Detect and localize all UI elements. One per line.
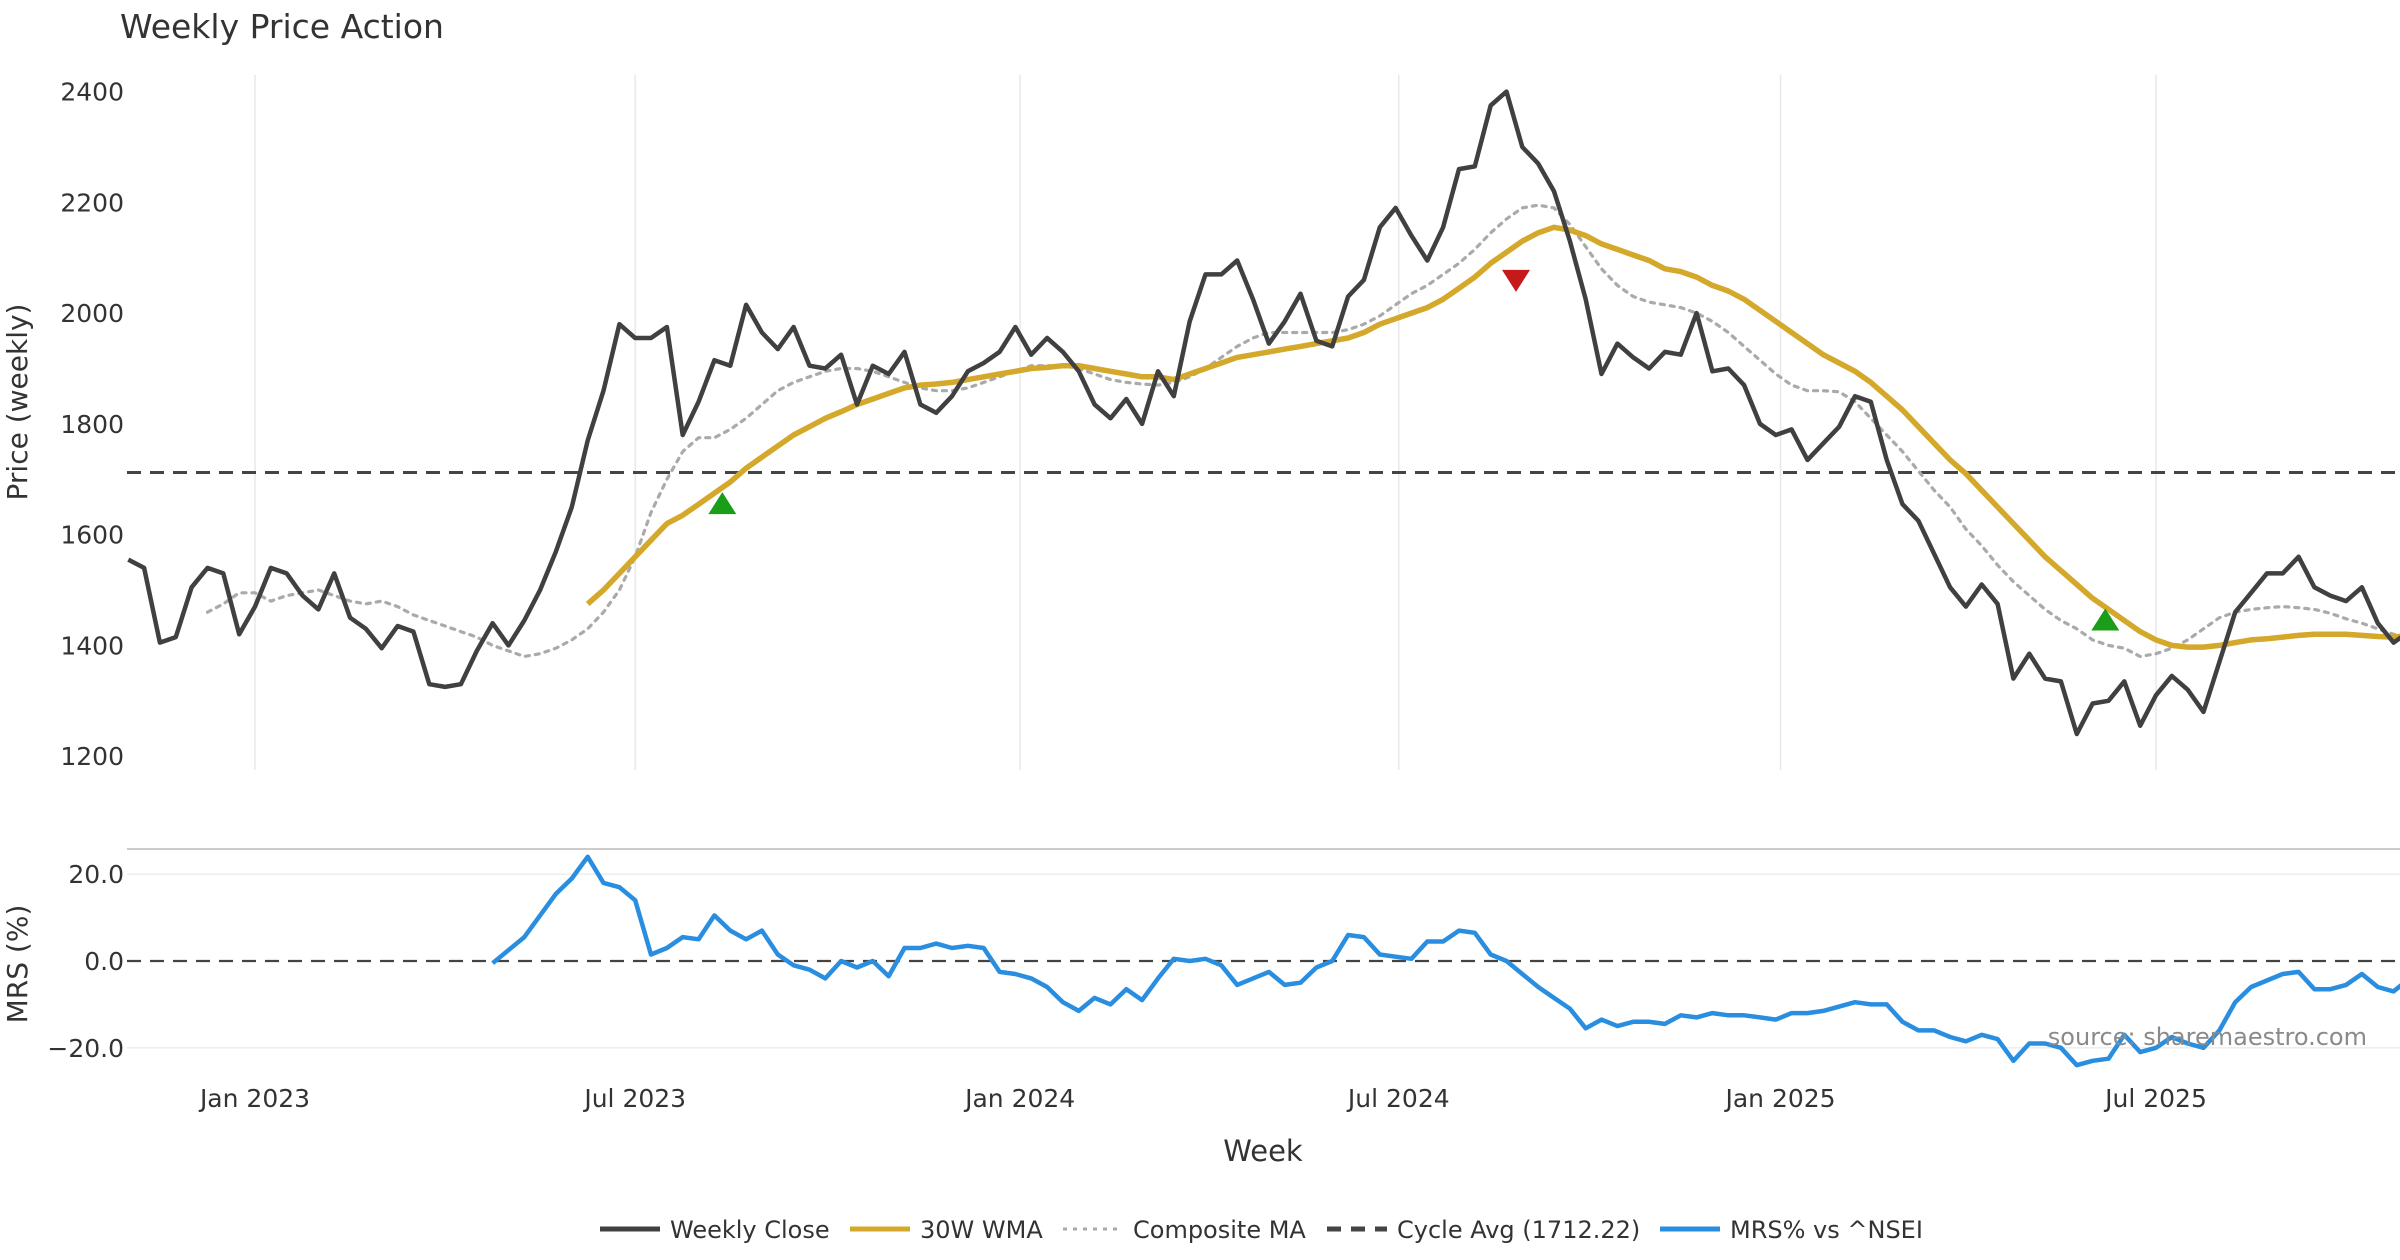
buy-signal-marker [708, 492, 737, 515]
legend-label: Composite MA [1133, 1216, 1306, 1244]
legend-label: Weekly Close [670, 1216, 830, 1244]
x-tick-label: Jan 2025 [1723, 1084, 1835, 1113]
source-annotation: source: sharemaestro.com [2048, 1023, 2367, 1051]
price-y-tick-label: 2400 [60, 78, 124, 107]
chart-title: Weekly Price Action [120, 7, 444, 46]
price-y-tick-label: 1600 [60, 521, 124, 550]
mrs-y-axis-label: MRS (%) [1, 905, 34, 1024]
price-y-tick-label: 2200 [60, 188, 124, 217]
x-tick-label: Jan 2024 [963, 1084, 1075, 1113]
legend: Weekly Close 30W WMA Composite MA Cycle Avg… [600, 1216, 1923, 1244]
price-y-tick-label: 2000 [60, 299, 124, 328]
legend-label: Cycle Avg (1712.22) [1397, 1216, 1640, 1244]
sell-signal-marker [1501, 269, 1530, 292]
legend-label: MRS% vs ^NSEI [1730, 1216, 1923, 1244]
wma-30w-line [585, 224, 2400, 650]
price-y-tick-label: 1800 [60, 410, 124, 439]
x-tick-label: Jul 2023 [582, 1084, 686, 1113]
price-y-axis-label: Price (weekly) [1, 304, 34, 501]
mrs-panel: 20.0 0.0 −20.0 [47, 848, 2400, 1068]
mrs-y-tick-label: 20.0 [68, 860, 124, 889]
buy-signal-marker [2091, 608, 2120, 631]
x-axis: Jan 2023 Jul 2023 Jan 2024 Jul 2024 Jan 2025… [198, 1084, 2207, 1113]
weekly-close-line [127, 89, 2400, 737]
mrs-line [491, 854, 2400, 1068]
x-axis-label: Week [1223, 1134, 1303, 1168]
x-tick-label: Jan 2023 [198, 1084, 310, 1113]
x-tick-label: Jul 2024 [1346, 1084, 1450, 1113]
x-tick-label: Jul 2025 [2103, 1084, 2207, 1113]
mrs-y-tick-label: 0.0 [84, 947, 124, 976]
price-y-tick-label: 1200 [60, 742, 124, 771]
composite-ma-line [205, 203, 2400, 659]
legend-label: 30W WMA [920, 1216, 1043, 1244]
price-panel: 1200 1400 1600 1800 2000 2200 2400 [60, 75, 2400, 771]
price-y-tick-label: 1400 [60, 631, 124, 660]
mrs-y-tick-label: −20.0 [47, 1034, 124, 1063]
